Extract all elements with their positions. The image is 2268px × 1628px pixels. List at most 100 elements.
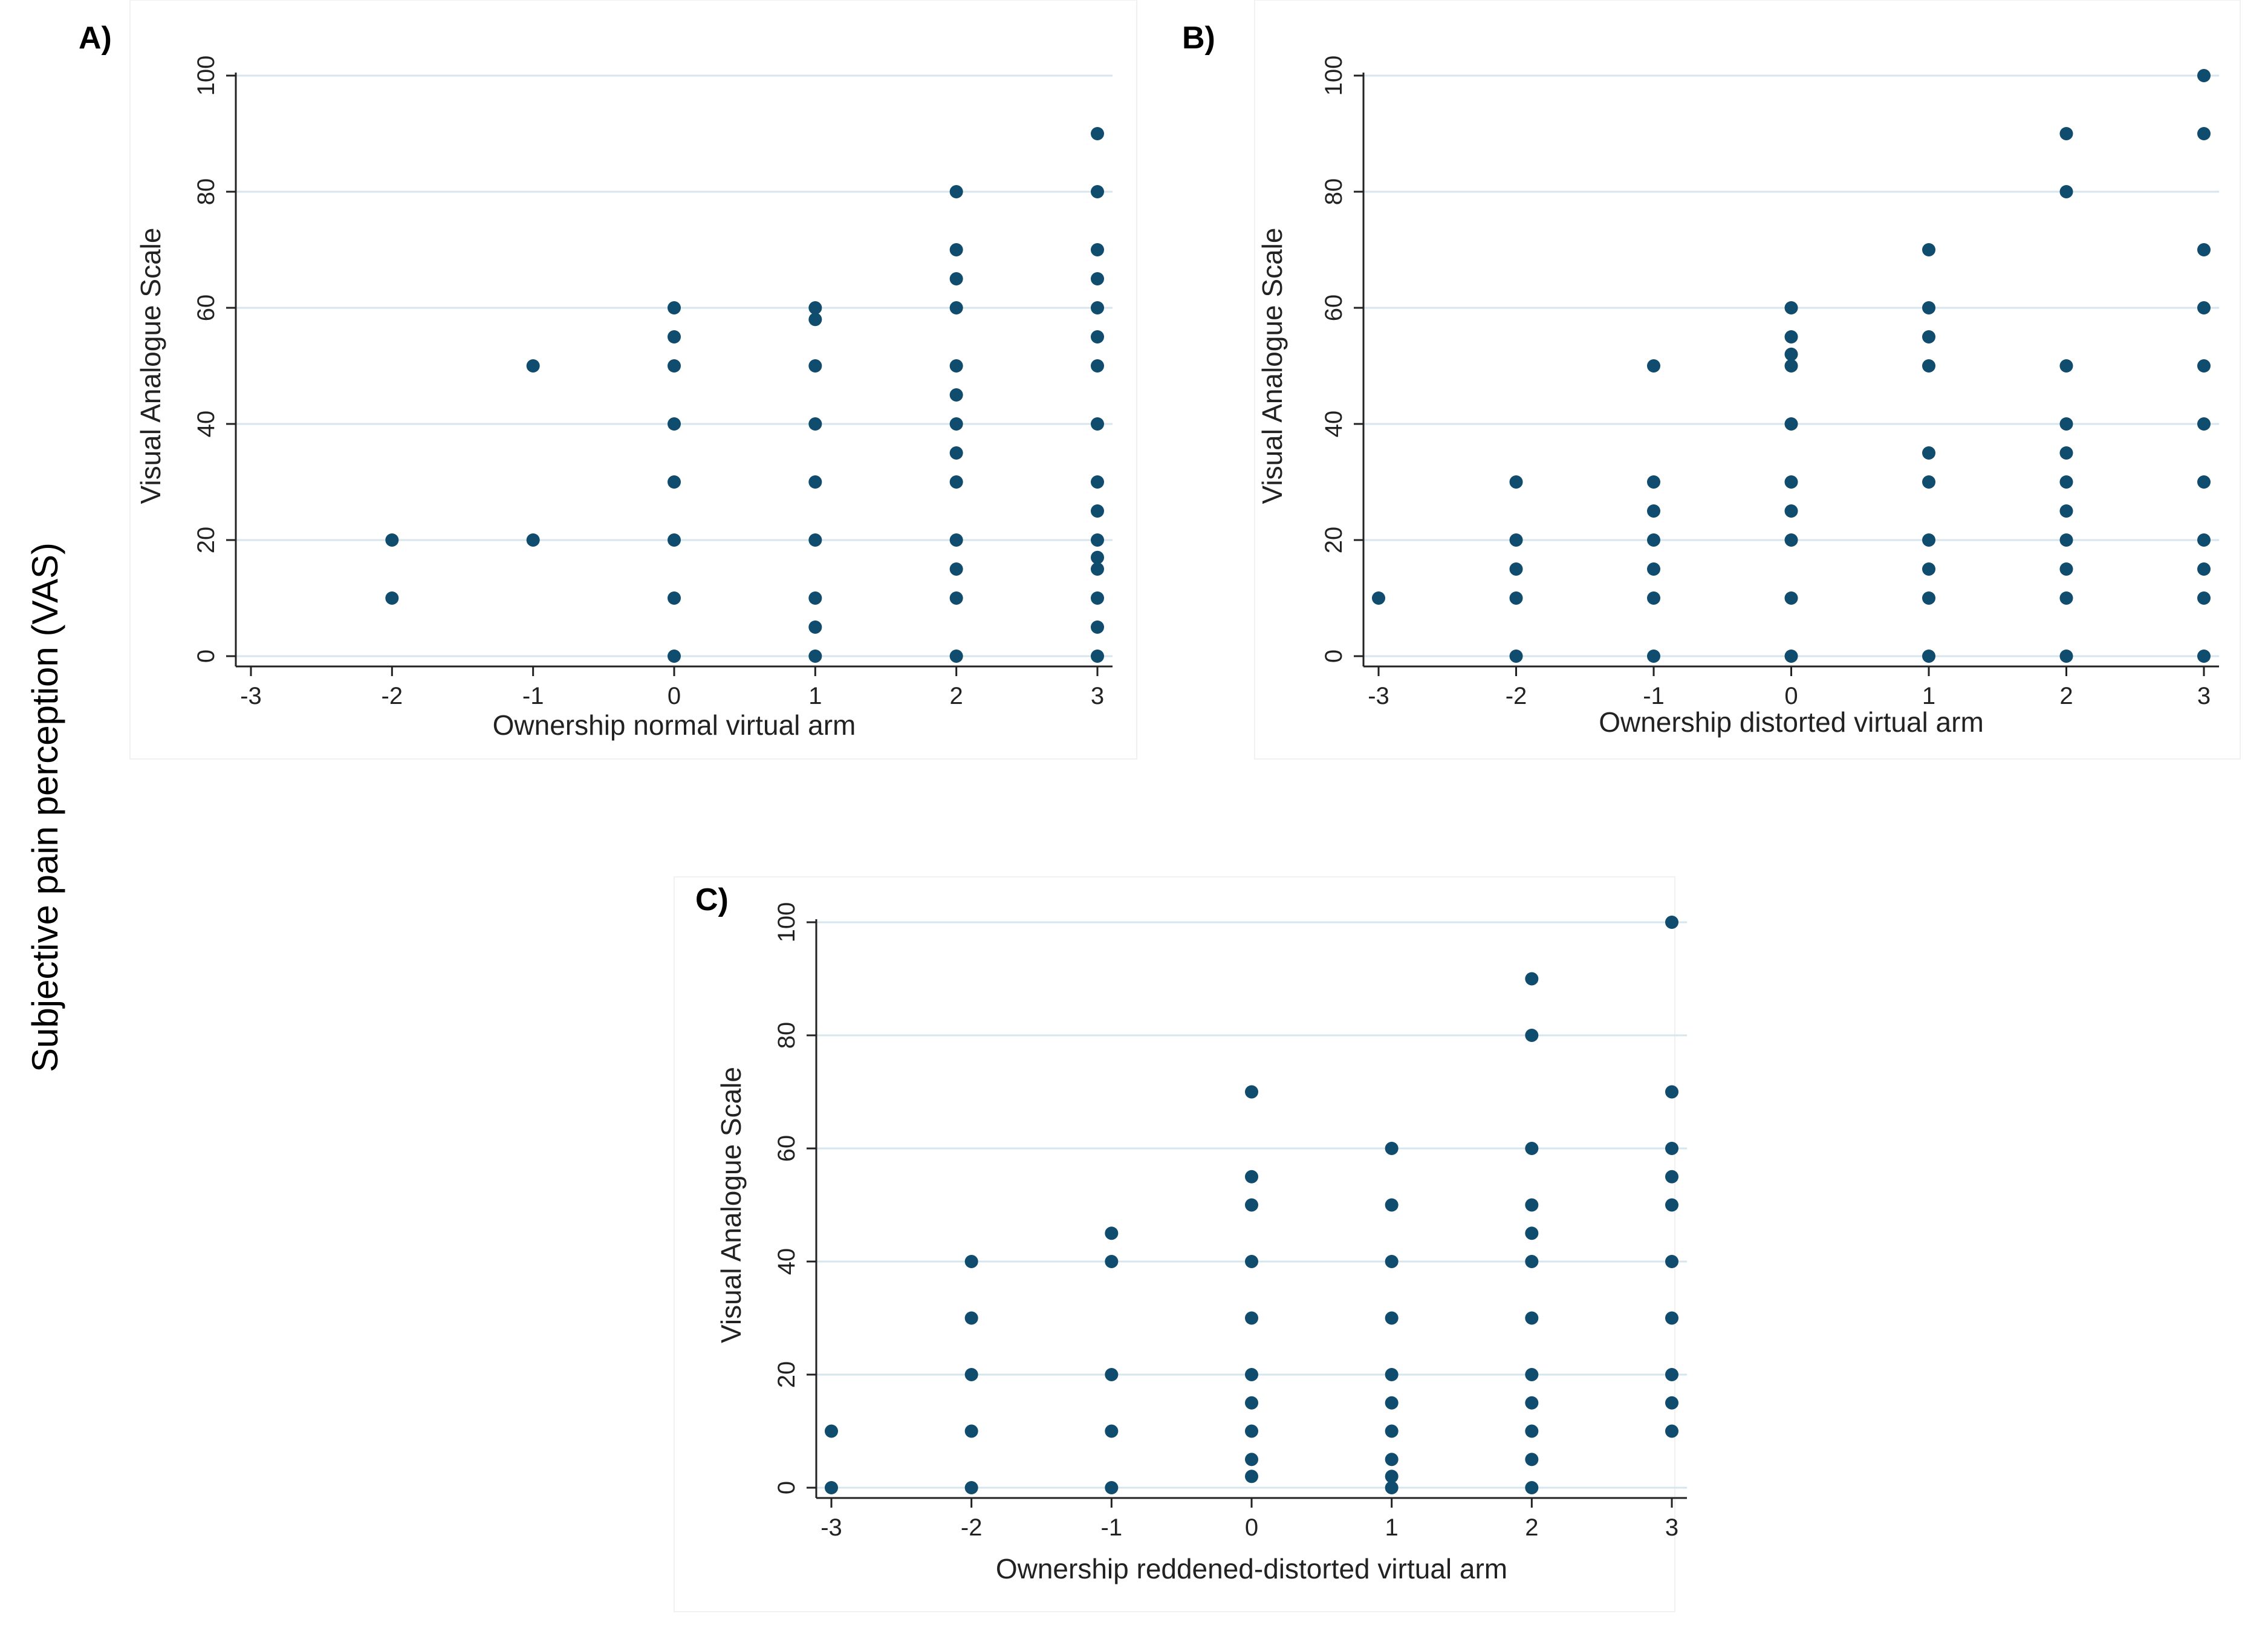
data-point bbox=[949, 301, 963, 314]
data-point bbox=[1665, 1085, 1678, 1099]
data-point bbox=[1385, 1396, 1399, 1410]
data-point bbox=[949, 272, 963, 285]
data-point bbox=[1509, 591, 1523, 605]
y-tick-label: 0 bbox=[1321, 650, 1347, 663]
data-point bbox=[949, 533, 963, 547]
data-point bbox=[2197, 562, 2211, 576]
data-point bbox=[949, 243, 963, 256]
data-point bbox=[964, 1424, 978, 1438]
data-point bbox=[808, 313, 822, 327]
x-tick-label: 3 bbox=[2197, 683, 2211, 709]
y-tick-label: 40 bbox=[773, 1248, 800, 1275]
y-tick-label: 40 bbox=[1321, 411, 1347, 438]
data-point bbox=[808, 620, 822, 634]
data-point bbox=[1091, 417, 1104, 431]
data-point bbox=[2059, 185, 2073, 198]
data-point bbox=[1245, 1453, 1258, 1467]
data-point bbox=[1922, 475, 1935, 489]
data-point bbox=[1385, 1255, 1399, 1268]
data-point bbox=[1922, 330, 1935, 344]
data-point bbox=[1922, 301, 1935, 314]
data-point bbox=[808, 417, 822, 431]
data-point bbox=[1665, 1170, 1678, 1184]
data-point bbox=[2059, 446, 2073, 460]
data-point bbox=[2059, 562, 2073, 576]
data-point bbox=[1647, 475, 1660, 489]
y-tick-label: 80 bbox=[773, 1022, 800, 1049]
data-point bbox=[1665, 1396, 1678, 1410]
x-tick-label: 2 bbox=[2059, 683, 2073, 709]
data-point bbox=[526, 359, 540, 373]
data-point bbox=[1509, 475, 1523, 489]
panel-label: B) bbox=[1182, 21, 1215, 56]
data-point bbox=[668, 417, 681, 431]
data-point bbox=[2059, 504, 2073, 518]
scatter-panel-1: 0 20 40 60 80 100 -3 -2 -1 0 1 2 3 B) Visual Analogue … bbox=[1182, 0, 2241, 760]
data-point bbox=[1665, 1368, 1678, 1381]
data-point bbox=[808, 359, 822, 373]
data-point bbox=[1091, 301, 1104, 314]
data-point bbox=[1105, 1481, 1119, 1494]
data-point bbox=[1922, 650, 1935, 663]
data-point bbox=[1245, 1170, 1258, 1184]
x-tick-label: 1 bbox=[1922, 683, 1935, 709]
data-point bbox=[808, 533, 822, 547]
data-point bbox=[2197, 533, 2211, 547]
panel-background bbox=[674, 876, 1675, 1612]
y-axis-title: Visual Analogue Scale bbox=[715, 1067, 747, 1343]
data-point bbox=[1647, 562, 1660, 576]
data-point bbox=[949, 591, 963, 605]
data-point bbox=[668, 359, 681, 373]
x-tick-label: -2 bbox=[382, 683, 403, 709]
data-point bbox=[1647, 533, 1660, 547]
data-point bbox=[2197, 417, 2211, 431]
data-point bbox=[2059, 417, 2073, 431]
y-tick-label: 60 bbox=[773, 1135, 800, 1162]
data-point bbox=[1525, 1368, 1539, 1381]
data-point bbox=[1525, 1198, 1539, 1212]
data-point bbox=[1091, 650, 1104, 663]
y-tick-label: 0 bbox=[193, 650, 219, 663]
data-point bbox=[949, 185, 963, 198]
data-point bbox=[1665, 916, 1678, 929]
y-tick-label: 60 bbox=[1321, 295, 1347, 322]
data-point bbox=[949, 650, 963, 663]
x-axis-title: Ownership distorted virtual arm bbox=[1599, 706, 1984, 738]
data-point bbox=[1091, 127, 1104, 140]
data-point bbox=[1091, 243, 1104, 256]
data-point bbox=[1784, 301, 1798, 314]
data-point bbox=[1784, 359, 1798, 373]
data-point bbox=[1245, 1368, 1258, 1381]
y-tick-label: 40 bbox=[193, 411, 219, 438]
data-point bbox=[1245, 1470, 1258, 1483]
data-point bbox=[1525, 1453, 1539, 1467]
data-point bbox=[668, 475, 681, 489]
x-axis-title: Ownership reddened-distorted virtual arm bbox=[996, 1553, 1507, 1584]
data-point bbox=[808, 591, 822, 605]
data-point bbox=[1525, 1142, 1539, 1155]
data-point bbox=[1509, 650, 1523, 663]
x-tick-label: 2 bbox=[1525, 1514, 1538, 1541]
data-point bbox=[1665, 1198, 1678, 1212]
panel-background bbox=[129, 0, 1137, 760]
x-tick-label: 3 bbox=[1665, 1514, 1678, 1541]
data-point bbox=[1105, 1255, 1119, 1268]
data-point bbox=[1091, 533, 1104, 547]
x-tick-label: -1 bbox=[522, 683, 544, 709]
scatter-panel-2: 0 20 40 60 80 100 -3 -2 -1 0 1 2 3 C) Visual Analogue … bbox=[674, 876, 1687, 1612]
data-point bbox=[1784, 475, 1798, 489]
data-point bbox=[1525, 1226, 1539, 1240]
x-tick-label: -3 bbox=[1368, 683, 1389, 709]
data-point bbox=[1525, 1029, 1539, 1042]
y-tick-label: 60 bbox=[193, 295, 219, 322]
data-point bbox=[2197, 127, 2211, 140]
data-point bbox=[1784, 533, 1798, 547]
data-point bbox=[964, 1311, 978, 1325]
data-point bbox=[2197, 69, 2211, 82]
x-tick-label: 0 bbox=[668, 683, 681, 709]
data-point bbox=[2197, 475, 2211, 489]
x-tick-label: 1 bbox=[1385, 1514, 1399, 1541]
x-tick-label: -3 bbox=[820, 1514, 842, 1541]
data-point bbox=[949, 446, 963, 460]
